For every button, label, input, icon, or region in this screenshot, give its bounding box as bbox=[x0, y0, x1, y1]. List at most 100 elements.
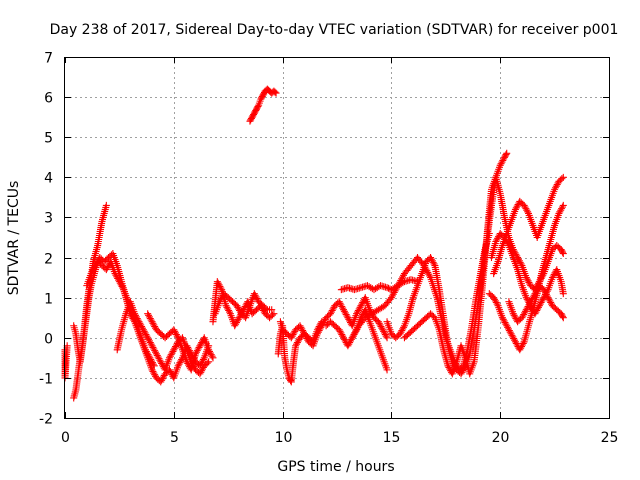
data-point bbox=[522, 205, 530, 213]
data-point bbox=[294, 337, 302, 345]
data-point bbox=[353, 308, 361, 316]
data-point bbox=[102, 266, 110, 274]
data-point bbox=[151, 323, 159, 331]
data-point bbox=[512, 339, 520, 347]
data-point bbox=[156, 356, 164, 364]
data-point bbox=[147, 340, 155, 348]
data-point bbox=[92, 260, 100, 268]
y-tick-label: 1 bbox=[44, 292, 53, 308]
series-track-11 bbox=[276, 294, 391, 350]
data-point bbox=[271, 88, 279, 96]
data-point bbox=[497, 160, 505, 168]
data-point bbox=[524, 277, 532, 285]
y-tick-label: 0 bbox=[44, 332, 53, 348]
data-point bbox=[380, 329, 388, 337]
data-point bbox=[327, 308, 335, 316]
data-point bbox=[335, 298, 343, 306]
data-point bbox=[171, 327, 179, 335]
data-point bbox=[551, 184, 559, 192]
data-point bbox=[383, 284, 391, 292]
data-point bbox=[559, 201, 567, 209]
data-point bbox=[287, 334, 295, 342]
data-point bbox=[524, 208, 532, 216]
data-point bbox=[493, 236, 501, 244]
data-point bbox=[507, 330, 515, 338]
data-point bbox=[213, 278, 221, 286]
data-point bbox=[543, 292, 551, 300]
y-tick-label: 5 bbox=[44, 131, 53, 147]
data-point bbox=[523, 304, 531, 312]
data-point bbox=[353, 310, 361, 318]
data-point bbox=[524, 302, 532, 310]
data-point bbox=[232, 319, 240, 327]
data-point bbox=[544, 294, 552, 302]
data-point bbox=[165, 354, 173, 362]
data-point bbox=[555, 209, 563, 217]
data-point bbox=[500, 155, 508, 163]
data-point bbox=[378, 324, 386, 332]
data-point bbox=[509, 333, 517, 341]
data-point bbox=[300, 330, 308, 338]
data-point bbox=[531, 290, 539, 298]
data-point bbox=[383, 334, 391, 342]
data-point bbox=[175, 360, 183, 368]
data-point bbox=[254, 102, 262, 110]
data-point bbox=[512, 204, 520, 212]
x-tick-label: 10 bbox=[275, 430, 293, 446]
data-point bbox=[400, 323, 408, 331]
data-point bbox=[222, 302, 230, 310]
data-point bbox=[501, 319, 509, 327]
plot-frame bbox=[64, 57, 610, 419]
data-point bbox=[355, 305, 363, 313]
data-point bbox=[521, 203, 529, 211]
data-point bbox=[517, 344, 525, 352]
x-tick-label: 5 bbox=[170, 430, 179, 446]
data-point bbox=[511, 205, 519, 213]
data-point bbox=[520, 201, 528, 209]
data-point bbox=[505, 327, 513, 335]
data-point bbox=[131, 310, 139, 318]
data-point bbox=[339, 304, 347, 312]
data-point bbox=[145, 335, 153, 343]
data-point bbox=[206, 349, 214, 357]
data-point bbox=[251, 291, 259, 299]
data-point bbox=[253, 294, 261, 302]
data-point bbox=[336, 327, 344, 335]
data-point bbox=[344, 314, 352, 322]
data-point bbox=[215, 281, 223, 289]
data-point bbox=[217, 294, 225, 302]
data-point bbox=[513, 202, 521, 210]
data-point bbox=[498, 314, 506, 322]
data-point bbox=[138, 324, 146, 332]
y-tick-label: -1 bbox=[39, 372, 53, 388]
data-point bbox=[197, 368, 205, 376]
data-point bbox=[232, 320, 240, 328]
data-point bbox=[519, 312, 527, 320]
data-point bbox=[342, 311, 350, 319]
data-point bbox=[169, 347, 177, 355]
data-point bbox=[426, 272, 434, 280]
data-point bbox=[343, 312, 351, 320]
data-point bbox=[337, 301, 345, 309]
data-point bbox=[268, 311, 276, 319]
data-point bbox=[496, 161, 504, 169]
data-point bbox=[541, 287, 549, 295]
data-point bbox=[215, 298, 223, 306]
data-point bbox=[516, 258, 524, 266]
data-point bbox=[375, 319, 383, 327]
data-point bbox=[510, 335, 518, 343]
data-point bbox=[148, 342, 156, 350]
data-point bbox=[541, 289, 549, 297]
data-point bbox=[252, 293, 260, 301]
data-point bbox=[428, 257, 436, 265]
data-point bbox=[288, 332, 296, 340]
data-point bbox=[176, 359, 184, 367]
data-point bbox=[172, 331, 180, 339]
data-point bbox=[148, 318, 156, 326]
data-point bbox=[214, 279, 222, 287]
data-point bbox=[199, 365, 207, 373]
data-point bbox=[491, 297, 499, 305]
data-point bbox=[519, 339, 527, 347]
data-point bbox=[523, 275, 531, 283]
data-marks bbox=[61, 85, 567, 402]
